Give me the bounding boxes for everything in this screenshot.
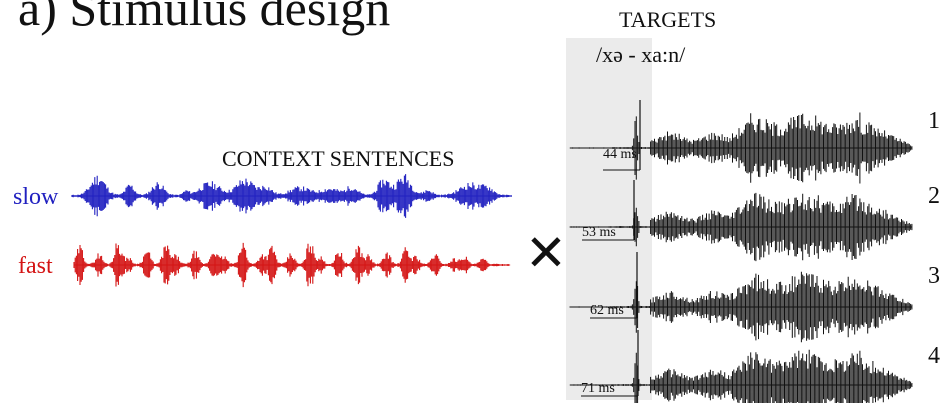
figure-title: a) Stimulus design [18,0,391,36]
target-duration-1: 44 ms [603,147,637,162]
target-number-1: 1 [928,108,940,134]
fast-context-waveform [73,242,511,288]
target-duration-4: 71 ms [581,381,615,396]
context-sentences-label: CONTEXT SENTENCES [222,146,455,171]
slow-context-waveform [71,174,512,218]
fast-context-label: fast [18,253,53,279]
targets-ipa-transcription: /xə - xa:n/ [596,42,686,67]
duration-markers [581,100,641,397]
target-duration-2: 53 ms [582,225,616,240]
targets-label: TARGETS [619,7,717,32]
target-waveforms [569,112,913,403]
target-duration-3: 62 ms [590,303,624,318]
multiply-cross-icon: ✕ [525,224,567,282]
target-number-4: 4 [928,343,940,369]
target-number-2: 2 [928,183,940,209]
slow-context-label: slow [13,184,59,210]
target-number-3: 3 [928,263,940,289]
